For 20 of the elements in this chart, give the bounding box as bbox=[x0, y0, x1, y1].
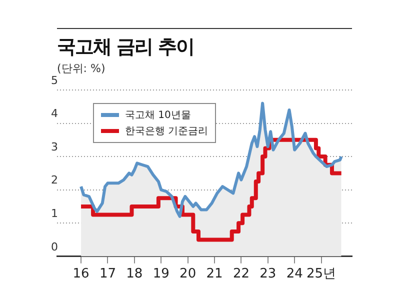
x-tick-label: 23 bbox=[260, 266, 276, 282]
y-tick-label: 1 bbox=[51, 206, 58, 220]
y-tick-label: 5 bbox=[51, 74, 58, 87]
x-tick-label: 17 bbox=[99, 266, 116, 282]
x-tick-label: 20 bbox=[180, 266, 196, 282]
legend-label: 국고채 10년물 bbox=[125, 109, 191, 122]
x-tick-label: 16 bbox=[72, 266, 90, 282]
x-tick-label: 22 bbox=[232, 266, 250, 282]
chart-title: 국고채 금리 추이 bbox=[57, 35, 196, 60]
x-tick-label: 18 bbox=[126, 266, 143, 282]
x-tick-label: 25년 bbox=[306, 266, 336, 282]
y-tick-label: 3 bbox=[51, 140, 58, 154]
y-tick-label: 0 bbox=[51, 240, 58, 254]
chart-subtitle: (단위: %) bbox=[57, 61, 106, 76]
legend-label: 한국은행 기준금리 bbox=[125, 125, 208, 138]
y-tick-label: 4 bbox=[51, 107, 58, 120]
x-tick-label: 19 bbox=[152, 266, 170, 282]
x-tick-label: 21 bbox=[206, 266, 223, 282]
y-tick-label: 2 bbox=[51, 174, 58, 187]
x-tick-label: 24 bbox=[286, 266, 303, 282]
